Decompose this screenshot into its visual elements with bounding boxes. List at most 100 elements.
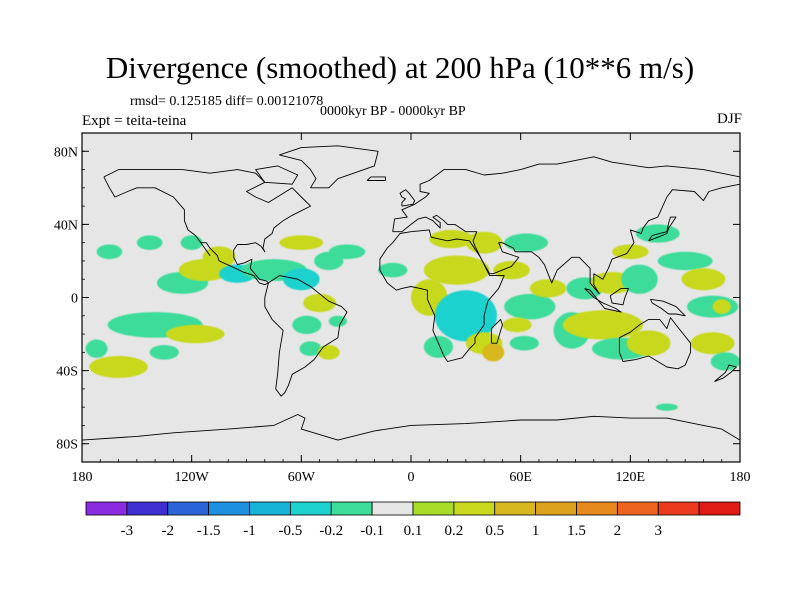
x-axis: 180 120W 60W 0 60E 120E 180 — [72, 133, 751, 485]
divergence-region-13 — [283, 268, 320, 291]
colorbar-swatch — [249, 501, 291, 516]
colorbar-swatch — [167, 501, 210, 516]
rmsd-diff-stats: rmsd= 0.125185 diff= 0.00121078 — [130, 94, 324, 109]
divergence-region-22 — [378, 262, 408, 278]
colorbar-swatch — [330, 501, 373, 516]
coastline-borneo — [609, 287, 629, 306]
divergence-regions — [85, 224, 740, 411]
divergence-region-16 — [328, 244, 366, 260]
coastline-north-america — [103, 169, 311, 286]
y-tick-label: 40N — [54, 218, 78, 233]
y-tick-label: 80N — [54, 145, 78, 160]
colorbar-swatch — [371, 501, 414, 516]
time-period-label: 0000kyr BP - 0000kyr BP — [320, 104, 466, 119]
divergence-region-49 — [690, 332, 735, 355]
colorbar-label: -3 — [121, 523, 134, 539]
divergence-region-34 — [502, 317, 532, 333]
coastline-south-america — [264, 275, 348, 397]
x-tick-label: 120E — [616, 470, 646, 485]
divergence-region-7 — [180, 235, 203, 250]
x-tick-label: 60E — [509, 470, 532, 485]
colorbar-label: 1 — [532, 523, 540, 539]
y-tick-label: 40S — [56, 365, 78, 380]
divergence-region-14 — [279, 235, 324, 250]
colorbar-label: -1 — [243, 523, 256, 539]
divergence-region-26 — [465, 231, 503, 254]
colorbar-label: 0.1 — [404, 523, 423, 539]
coastline-indonesia — [584, 287, 622, 313]
coastline-new-guinea — [649, 298, 686, 317]
divergence-region-33 — [504, 293, 556, 320]
divergence-region-5 — [96, 244, 123, 260]
colorbar-label: -0.2 — [319, 523, 343, 539]
divergence-region-24 — [423, 255, 490, 285]
divergence-region-20 — [317, 345, 340, 360]
divergence-region-28 — [493, 260, 530, 280]
divergence-region-37 — [529, 279, 567, 298]
colorbar-label: -0.5 — [279, 523, 303, 539]
coastline-uk — [399, 189, 416, 207]
colorbar-swatch — [412, 501, 455, 516]
chart-title: Divergence (smoothed) at 200 hPa (10**6 … — [105, 50, 695, 85]
divergence-region-6 — [136, 235, 163, 250]
divergence-region-41 — [562, 310, 644, 340]
colorbar-label: -2 — [162, 523, 175, 539]
divergence-region-1 — [166, 324, 225, 344]
coastline-baffin — [255, 165, 299, 185]
colorbar-label: 2 — [614, 523, 622, 539]
colorbar-swatch — [126, 501, 169, 516]
colorbar-swatch — [494, 501, 537, 516]
x-tick-label: 0 — [408, 470, 415, 485]
colorbar-label: 1.5 — [567, 523, 586, 539]
divergence-region-27 — [504, 233, 549, 252]
coastlines — [82, 145, 740, 441]
divergence-region-18 — [292, 315, 322, 335]
colorbar-swatch — [208, 501, 250, 516]
divergence-region-2 — [89, 355, 148, 378]
coastline-iceland — [366, 176, 386, 181]
x-tick-label: 180 — [72, 470, 93, 485]
colorbar-label: 0.2 — [445, 523, 464, 539]
coastline-japan — [648, 216, 677, 242]
divergence-region-35 — [509, 335, 539, 351]
divergence-region-40 — [621, 264, 658, 294]
colorbar-swatch — [453, 501, 496, 516]
colorbar-swatch — [576, 501, 618, 516]
coastline-eurasia — [392, 156, 740, 295]
colorbar-swatch — [289, 501, 332, 516]
divergence-region-17 — [303, 293, 337, 313]
colorbar-swatch — [616, 501, 659, 516]
colorbar-swatch — [698, 501, 741, 516]
colorbar-swatch — [535, 501, 577, 516]
y-axis: 80N 40N 0 40S 80S — [54, 132, 740, 463]
y-tick-label: 80S — [56, 438, 78, 453]
coastline-madagascar — [490, 318, 503, 344]
colorbar-swatch — [85, 501, 128, 516]
colorbar-swatch — [657, 501, 700, 516]
coastline-africa — [379, 229, 505, 362]
divergence-region-19 — [299, 341, 322, 356]
coastline-antarctica — [82, 414, 740, 441]
divergence-region-3 — [149, 345, 179, 360]
coastline-greenland — [278, 145, 379, 189]
divergence-region-10 — [202, 246, 236, 269]
divergence-region-31 — [482, 343, 505, 362]
y-tick-label: 0 — [71, 292, 78, 307]
divergence-region-25 — [429, 229, 474, 249]
x-tick-label: 120W — [175, 470, 210, 485]
x-tick-label: 60W — [288, 470, 316, 485]
colorbar-label: -1.5 — [197, 523, 221, 539]
divergence-region-51 — [655, 403, 678, 411]
experiment-label: Expt = teita-teina — [82, 113, 187, 129]
colorbar-label: 3 — [655, 523, 663, 539]
divergence-region-47 — [681, 268, 726, 291]
colorbar-label: -0.1 — [360, 523, 384, 539]
season-label: DJF — [716, 111, 742, 127]
divergence-region-4 — [85, 339, 108, 358]
divergence-region-43 — [626, 330, 671, 356]
colorbar-label: 0.5 — [485, 523, 504, 539]
divergence-region-46 — [657, 251, 713, 271]
divergence-region-21 — [328, 315, 348, 327]
divergence-region-52 — [712, 299, 731, 314]
